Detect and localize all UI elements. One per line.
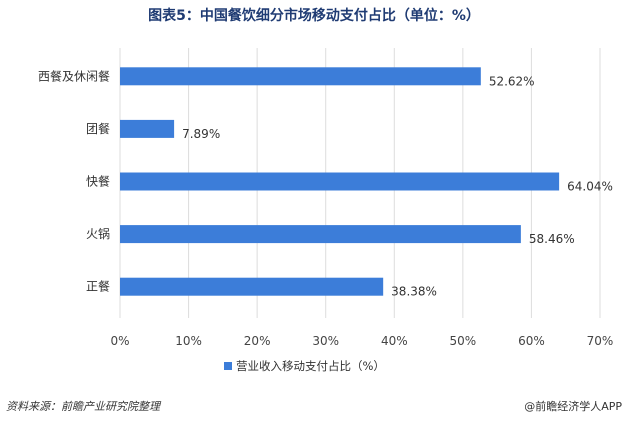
legend-swatch (224, 362, 232, 370)
x-tick-label: 10% (175, 334, 202, 348)
chart-title: 图表5：中国餐饮细分市场移动支付占比（单位：%） (148, 7, 480, 24)
bar (120, 225, 521, 244)
category-label: 快餐 (86, 174, 110, 189)
bar (120, 172, 560, 191)
category-label: 正餐 (86, 279, 110, 294)
bar (120, 67, 481, 86)
category-label: 火锅 (86, 226, 110, 241)
category-label: 西餐及休闲餐 (38, 68, 110, 83)
x-tick-label: 30% (312, 334, 339, 348)
bar (120, 277, 384, 296)
x-tick-label: 50% (450, 334, 477, 348)
x-tick-label: 60% (518, 334, 545, 348)
data-label: 58.46% (529, 232, 575, 246)
legend-label: 营业收入移动支付占比（%） (236, 359, 385, 373)
x-tick-label: 20% (244, 334, 271, 348)
data-label: 38.38% (391, 285, 437, 299)
data-labels: 52.62% 7.89% 64.04% 58.46% 38.38% (182, 74, 613, 298)
x-tick-label: 70% (587, 334, 614, 348)
x-tick-label: 0% (110, 334, 129, 348)
legend: 营业收入移动支付占比（%） (224, 359, 385, 373)
category-label: 团餐 (86, 121, 110, 136)
data-label: 64.04% (567, 180, 613, 194)
x-axis-ticks: 0% 10% 20% 30% 40% 50% 60% 70% (110, 334, 613, 348)
data-label: 52.62% (489, 74, 535, 88)
brand-credit: @前瞻经济学人APP (524, 399, 622, 413)
bar (120, 119, 175, 138)
source-note: 资料来源：前瞻产业研究院整理 (6, 400, 162, 413)
data-label: 7.89% (182, 127, 220, 141)
bar-group (120, 67, 560, 296)
x-tick-label: 40% (381, 334, 408, 348)
